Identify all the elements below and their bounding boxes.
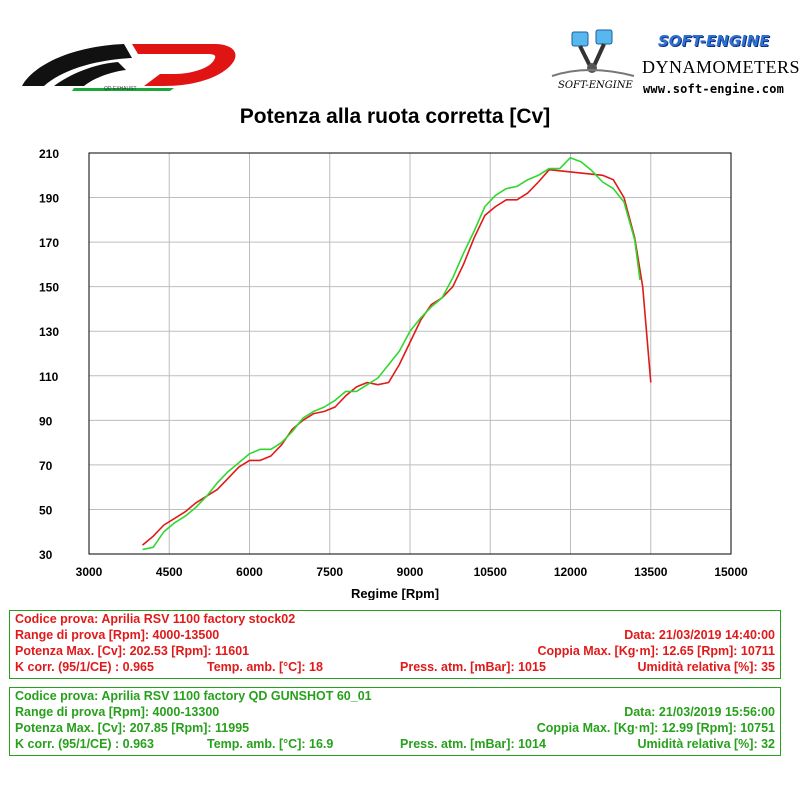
test-k-corr: K corr. (95/1/CE) : 0.963 (15, 737, 154, 751)
y-tick-label: 110 (39, 370, 59, 384)
chart-tick-labels: 3000 4500 6000 7500 9000 10500 12000 13500 15000… (39, 147, 748, 579)
test-umidita: Umidità relativa [%]: 35 (637, 660, 775, 674)
y-tick-label: 190 (39, 192, 59, 206)
soft-engine-title: SOFT-ENGINE (658, 32, 770, 50)
test-range: Range di prova [Rpm]: 4000-13500 (15, 628, 220, 642)
test-coppia-max: Coppia Max. [Kg·m]: 12.99 [Rpm]: 10751 (536, 721, 775, 735)
test-temp: Temp. amb. [°C]: 16.9 (207, 737, 334, 751)
test-press: Press. atm. [mBar]: 1015 (400, 660, 546, 674)
test-umidita: Umidità relativa [%]: 32 (637, 737, 775, 751)
test-info-box-stock: Codice prova: Aprilia RSV 1100 factory s… (9, 610, 781, 679)
test-codice: Codice prova: Aprilia RSV 1100 factory s… (15, 612, 296, 626)
test-potenza-max: Potenza Max. [Cv]: 202.53 [Rpm]: 11601 (15, 644, 250, 658)
chart-grid (88, 152, 732, 555)
y-tick-label: 150 (39, 281, 59, 295)
x-tick-label: 9000 (397, 565, 424, 579)
test-k-corr: K corr. (95/1/CE) : 0.965 (15, 660, 154, 674)
qd-logo: QD EXHAUST (14, 34, 244, 94)
soft-engine-logo: SOFT-ENGINE DYNAMOMETERS SOFT-ENGINE www… (548, 26, 800, 106)
test-coppia-max: Coppia Max. [Kg·m]: 12.65 [Rpm]: 10711 (537, 644, 775, 658)
test-potenza-max: Potenza Max. [Cv]: 207.85 [Rpm]: 11995 (15, 721, 250, 735)
test-info-box-qd: Codice prova: Aprilia RSV 1100 factory Q… (9, 687, 781, 756)
soft-engine-subtitle: DYNAMOMETERS (642, 57, 800, 77)
x-tick-label: 7500 (316, 565, 343, 579)
series-line-0 (141, 168, 652, 546)
qd-logo-icon: QD EXHAUST (22, 44, 236, 92)
x-tick-label: 6000 (236, 565, 263, 579)
test-press: Press. atm. [mBar]: 1014 (400, 737, 546, 751)
soft-engine-brand: SOFT-ENGINE (558, 80, 633, 91)
test-range: Range di prova [Rpm]: 4000-13300 (15, 705, 220, 719)
test-date: Data: 21/03/2019 15:56:00 (624, 705, 775, 719)
x-tick-label: 3000 (76, 565, 103, 579)
plot-border (88, 152, 732, 555)
qd-logo-text: QD EXHAUST (104, 86, 137, 92)
power-chart: 3000 4500 6000 7500 9000 10500 12000 13500 15000… (39, 147, 748, 600)
x-tick-label: 10500 (474, 565, 508, 579)
x-tick-label: 12000 (554, 565, 588, 579)
y-tick-label: 170 (39, 236, 59, 250)
y-tick-label: 50 (39, 503, 53, 517)
series-line-1 (142, 157, 641, 551)
test-codice: Codice prova: Aprilia RSV 1100 factory Q… (15, 689, 372, 703)
pistons-icon (551, 29, 635, 77)
x-tick-label: 15000 (714, 565, 748, 579)
test-date: Data: 21/03/2019 14:40:00 (624, 628, 775, 642)
y-tick-label: 90 (39, 414, 53, 428)
soft-engine-url: www.soft-engine.com (643, 82, 785, 96)
test-temp: Temp. amb. [°C]: 18 (207, 660, 323, 674)
y-tick-label: 30 (39, 548, 53, 562)
y-tick-label: 210 (39, 147, 59, 161)
x-tick-label: 4500 (156, 565, 183, 579)
chart-title: Potenza alla ruota corretta [Cv] (239, 105, 551, 128)
y-tick-label: 70 (39, 459, 53, 473)
y-tick-label: 130 (39, 325, 59, 339)
chart-series (141, 157, 652, 551)
x-axis-title: Regime [Rpm] (351, 586, 439, 600)
x-tick-label: 13500 (634, 565, 668, 579)
